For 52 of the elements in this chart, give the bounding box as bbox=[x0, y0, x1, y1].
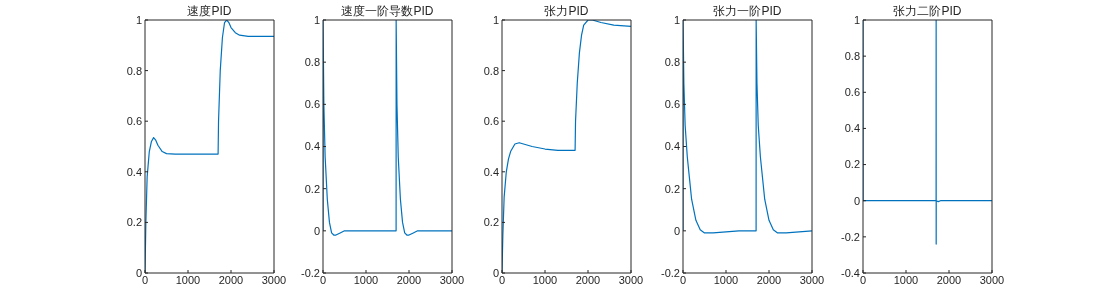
y-tick-label: 0.6 bbox=[304, 98, 320, 111]
x-tick-label: 1000 bbox=[353, 273, 379, 286]
x-tick-label: 2000 bbox=[218, 273, 244, 286]
y-tick-label: 1 bbox=[853, 13, 860, 26]
y-tick-label: -0.2 bbox=[661, 266, 680, 279]
y-tick-label: -0.4 bbox=[841, 266, 860, 279]
y-tick-label: 0.2 bbox=[304, 182, 320, 195]
y-tick-label: 0.2 bbox=[126, 216, 142, 229]
x-tick-label: 3000 bbox=[618, 273, 644, 286]
x-tick-label: 3000 bbox=[261, 273, 287, 286]
x-tick-label: 2000 bbox=[575, 273, 601, 286]
y-tick-label: 1 bbox=[673, 13, 680, 26]
x-tick-label: 3000 bbox=[439, 273, 465, 286]
chart-title: 张力一阶PID bbox=[713, 4, 782, 18]
y-tick-label: 0.2 bbox=[664, 182, 680, 195]
x-tick-label: 1000 bbox=[893, 273, 919, 286]
y-tick-label: 0.6 bbox=[664, 98, 680, 111]
y-tick-label: 1 bbox=[492, 13, 499, 26]
x-tick-label: 3000 bbox=[979, 273, 1005, 286]
y-tick-label: 1 bbox=[135, 13, 142, 26]
x-tick-label: 2000 bbox=[756, 273, 782, 286]
chart-title: 张力二阶PID bbox=[893, 4, 962, 18]
y-tick-label: -0.2 bbox=[841, 230, 860, 243]
y-tick-label: 0 bbox=[853, 194, 860, 207]
chart-title: 速度PID bbox=[187, 4, 232, 18]
y-tick-label: 0 bbox=[673, 224, 680, 237]
y-tick-label: 0.2 bbox=[844, 158, 860, 171]
y-tick-label: 0.4 bbox=[126, 165, 142, 178]
y-tick-label: 0.4 bbox=[844, 122, 860, 135]
y-tick-label: 0.4 bbox=[304, 140, 320, 153]
x-tick-label: 1000 bbox=[532, 273, 558, 286]
y-tick-label: 0.8 bbox=[483, 64, 499, 77]
x-tick-label: 2000 bbox=[936, 273, 962, 286]
y-tick-label: 0.4 bbox=[483, 165, 499, 178]
chart-title: 张力PID bbox=[544, 4, 589, 18]
x-tick-label: 1000 bbox=[175, 273, 201, 286]
y-tick-label: 0.8 bbox=[844, 50, 860, 63]
y-tick-label: 0.2 bbox=[483, 216, 499, 229]
y-tick-label: 0.8 bbox=[126, 64, 142, 77]
y-tick-label: 0.8 bbox=[664, 56, 680, 69]
y-tick-label: 0 bbox=[313, 224, 320, 237]
x-tick-label: 1000 bbox=[713, 273, 739, 286]
chart-title: 速度一阶导数PID bbox=[341, 4, 434, 18]
x-tick-label: 2000 bbox=[396, 273, 422, 286]
y-tick-label: 0.6 bbox=[126, 115, 142, 128]
y-tick-label: 0.6 bbox=[844, 86, 860, 99]
y-tick-label: 1 bbox=[313, 13, 320, 26]
y-tick-label: -0.2 bbox=[301, 266, 320, 279]
y-tick-label: 0.4 bbox=[664, 140, 680, 153]
x-tick-label: 3000 bbox=[799, 273, 825, 286]
y-tick-label: 0.6 bbox=[483, 115, 499, 128]
y-tick-label: 0.8 bbox=[304, 56, 320, 69]
